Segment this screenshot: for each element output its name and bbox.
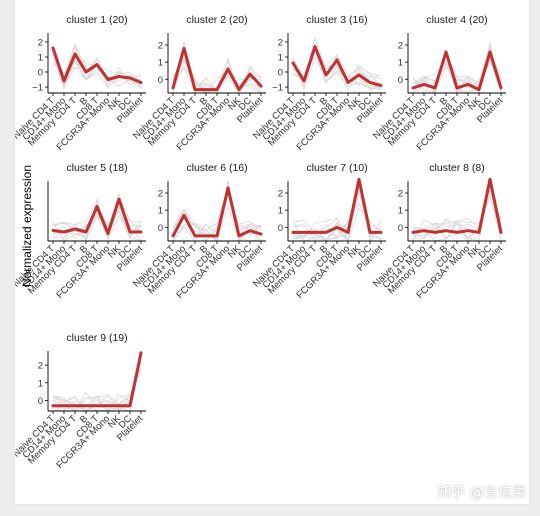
centroid-line	[51, 197, 143, 235]
background-profile-line	[52, 197, 142, 241]
y-tick-label: 1	[278, 53, 283, 64]
y-tick-label: 0	[38, 68, 43, 79]
background-profile-line	[52, 350, 142, 412]
y-tick-label: 0	[38, 396, 43, 407]
facet-title: cluster 6 (16)	[186, 162, 247, 174]
facet-title: cluster 8 (8)	[429, 162, 484, 174]
background-profile-line	[412, 194, 502, 241]
y-tick-label: 2	[38, 38, 43, 49]
y-tick-label: 0	[398, 223, 403, 234]
y-tick-label: 2	[158, 189, 163, 200]
centroid-line	[411, 177, 503, 234]
centroid-line	[171, 46, 263, 92]
background-profile-line	[52, 350, 142, 412]
y-tick-label: 0	[278, 68, 283, 79]
centroid-line	[51, 46, 143, 84]
facet-title: cluster 2 (20)	[186, 14, 247, 26]
y-tick-label: 1	[278, 206, 283, 217]
y-tick-label: 2	[278, 189, 283, 200]
centroid-line	[171, 186, 263, 238]
y-tick-label: 0	[398, 75, 403, 86]
facet-title: cluster 9 (19)	[66, 332, 127, 344]
background-profile-line	[412, 195, 502, 240]
watermark: 知乎 @生信果	[437, 485, 526, 501]
y-tick-label: 1	[398, 58, 403, 69]
centroid-line	[51, 351, 143, 408]
y-tick-label: 1	[158, 58, 163, 69]
figure-panel: cluster 1 (20) −1 0 1 2 Naive CD4 T CD14+ Mono…	[15, 0, 529, 504]
y-tick-label: 1	[158, 206, 163, 217]
facet-title: cluster 5 (18)	[66, 162, 127, 174]
y-tick-label: 2	[158, 41, 163, 52]
y-tick-label: 0	[158, 223, 163, 234]
facet-title: cluster 7 (10)	[306, 162, 367, 174]
centroid-line	[411, 50, 503, 92]
y-axis-title: Normalized expression	[20, 165, 34, 287]
y-tick-label: −1	[272, 83, 283, 94]
background-profile-line	[52, 46, 142, 81]
y-tick-label: 1	[38, 53, 43, 64]
y-tick-label: 2	[398, 189, 403, 200]
centroid-line	[291, 177, 383, 234]
y-tick-label: 1	[398, 206, 403, 217]
y-tick-label: 0	[278, 223, 283, 234]
y-tick-label: 0	[158, 75, 163, 86]
y-tick-label: 1	[38, 378, 43, 389]
background-profile-line	[292, 44, 382, 92]
facet-title: cluster 1 (20)	[66, 14, 127, 26]
y-tick-label: 2	[38, 361, 43, 372]
facet-title: cluster 4 (20)	[426, 14, 487, 26]
y-tick-label: 2	[398, 41, 403, 52]
centroid-line	[291, 45, 383, 87]
facet-title: cluster 3 (16)	[306, 14, 367, 26]
y-tick-label: 2	[278, 38, 283, 49]
y-tick-label: −1	[32, 83, 43, 94]
